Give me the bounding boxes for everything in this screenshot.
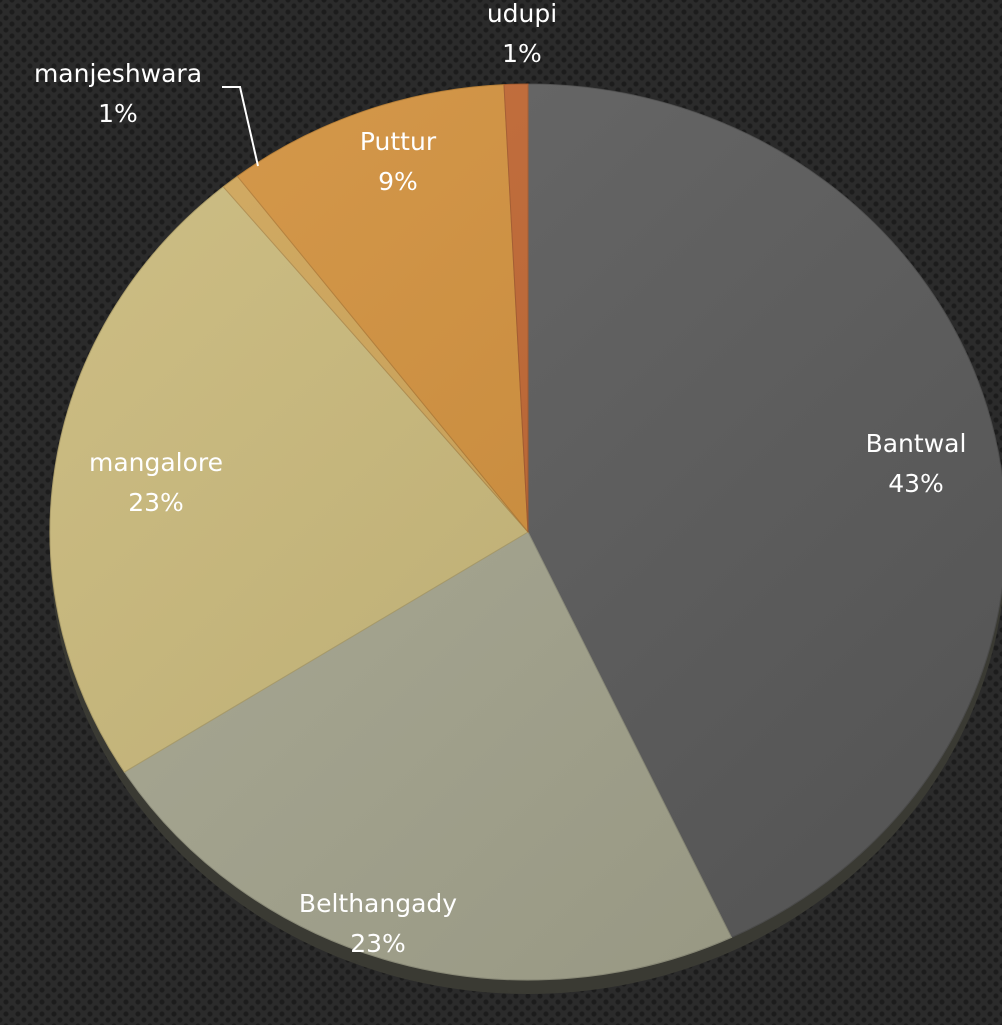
data-label-mangalore: mangalore 23% (89, 448, 223, 517)
leader-lines (222, 86, 259, 167)
data-label-bantwal: Bantwal 43% (866, 429, 967, 498)
pie-slices (49, 83, 1002, 981)
data-label-manjeshwara: manjeshwara 1% (34, 59, 202, 128)
data-label-udupi: udupi 1% (487, 0, 557, 68)
data-label-belthangady: Belthangady 23% (299, 889, 457, 958)
data-labels: Bantwal 43% Belthangady 23% mangalore 23% manj… (34, 0, 966, 958)
data-label-puttur: Puttur 9% (360, 127, 437, 196)
leader-line-manjeshwara (222, 86, 259, 167)
pie-sheen (50, 84, 1002, 980)
